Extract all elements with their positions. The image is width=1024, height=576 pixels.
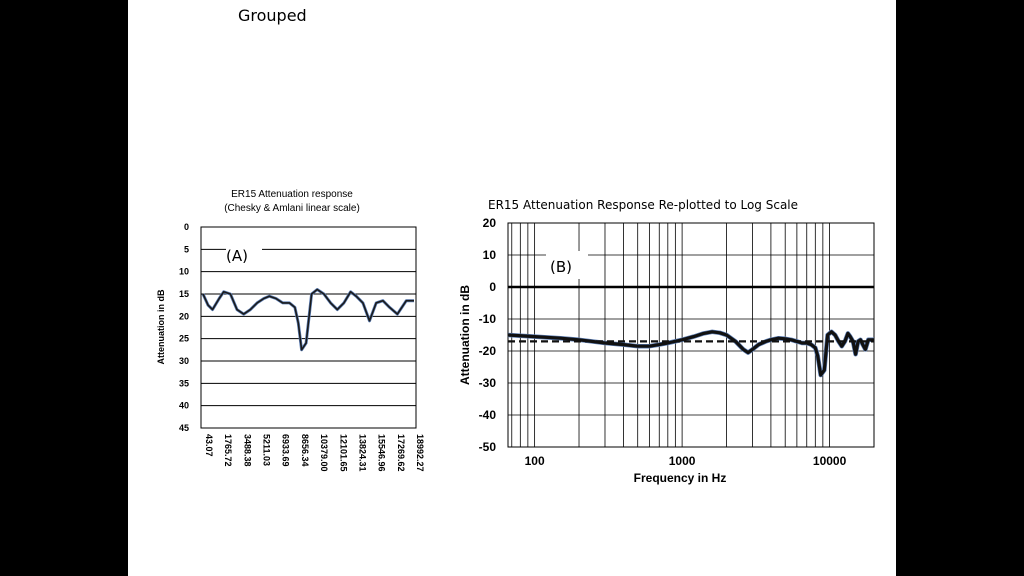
chart-b-series (507, 285, 874, 378)
chart-a: ER15 Attenuation response (Chesky & Amla… (156, 189, 425, 472)
chart-b-y-tick-label: -10 (479, 312, 497, 326)
chart-a-panel-label-box (226, 242, 262, 268)
chart-a-y-tick-label: 15 (179, 289, 189, 299)
chart-b-y-tick-label: -20 (479, 344, 497, 358)
chart-a-x-tick-label: 18992.27 (415, 434, 425, 472)
chart-a-y-tick-label: 35 (179, 378, 189, 388)
chart-b-y-axis-label: Attenuation in dB (458, 285, 472, 385)
chart-a-y-tick-label: 25 (179, 334, 189, 344)
chart-a-x-tick-label: 10379.00 (319, 434, 329, 472)
chart-a-x-tick-label: 8656.34 (300, 434, 310, 467)
charts-svg: ER15 Attenuation response (Chesky & Amla… (156, 189, 875, 485)
chart-b-x-axis-label: Frequency in Hz (634, 471, 727, 485)
chart-b-y-tick-label: 10 (483, 248, 497, 262)
chart-a-y-tick-label: 20 (179, 311, 189, 321)
chart-a-x-tick-label: 13824.31 (357, 434, 367, 472)
chart-a-y-tick-label: 5 (184, 244, 189, 254)
chart-b-x-tick-label: 100 (525, 454, 545, 468)
chart-b-y-tick-label: 0 (489, 280, 496, 294)
chart-a-y-tick-label: 40 (179, 401, 189, 411)
chart-a-y-tick-label: 10 (179, 267, 189, 277)
chart-a-x-tick-label: 17269.62 (396, 434, 406, 472)
chart-b-panel-label-box (546, 251, 588, 279)
chart-a-x-tick-label: 1765.72 (223, 434, 233, 467)
chart-a-y-tick-label: 0 (184, 222, 189, 232)
chart-b-series-line (507, 330, 874, 377)
chart-a-x-tick-label: 43.07 (204, 434, 214, 457)
chart-b-x-tick-label: 10000 (813, 454, 847, 468)
chart-a-subtitle: (Chesky & Amlani linear scale) (224, 203, 360, 214)
chart-b-y-tick-label: -30 (479, 376, 497, 390)
chart-a-x-tick-label: 12101.65 (338, 434, 348, 472)
chart-a-x-tick-label: 5211.03 (262, 434, 272, 466)
chart-a-panel-label: (A) (226, 247, 248, 265)
chart-b-y-tick-label: 20 (483, 216, 497, 230)
chart-a-y-tick-label: 45 (179, 423, 189, 433)
chart-b-panel-label: (B) (550, 258, 572, 276)
chart-a-x-tick-label: 15546.96 (377, 434, 387, 472)
chart-a-x-ticks: 43.07 1765.72 3488.38 5211.03 6933.69 8656.34… (204, 434, 425, 472)
chart-b-y-ticks: 20 10 0 -10 -20 -30 -40 -50 (479, 216, 497, 454)
chart-b-title: ER15 Attenuation Response Re-plotted to … (488, 198, 798, 212)
chart-a-series-line (202, 288, 414, 351)
chart-a-x-tick-label: 6933.69 (281, 434, 291, 467)
chart-b: ER15 Attenuation Response Re-plotted to … (458, 198, 875, 485)
chart-a-series (201, 288, 414, 352)
chart-a-title: ER15 Attenuation response (231, 189, 353, 200)
chart-a-y-ticks: 0 5 10 15 20 25 30 35 40 45 (179, 222, 189, 433)
chart-b-y-tick-label: -40 (479, 408, 497, 422)
chart-b-x-tick-label: 1000 (669, 454, 696, 468)
slide: Grouped ER15 Attenuation response (Chesk… (128, 0, 896, 576)
chart-a-gridlines (201, 226, 416, 429)
chart-a-y-axis-label: Attenuation in dB (156, 289, 166, 364)
chart-a-x-tick-label: 3488.38 (242, 434, 252, 467)
chart-a-y-tick-label: 30 (179, 356, 189, 366)
slide-title: Grouped (238, 6, 307, 25)
chart-b-x-ticks: 100 1000 10000 (525, 454, 847, 468)
chart-b-y-tick-label: -50 (479, 440, 497, 454)
